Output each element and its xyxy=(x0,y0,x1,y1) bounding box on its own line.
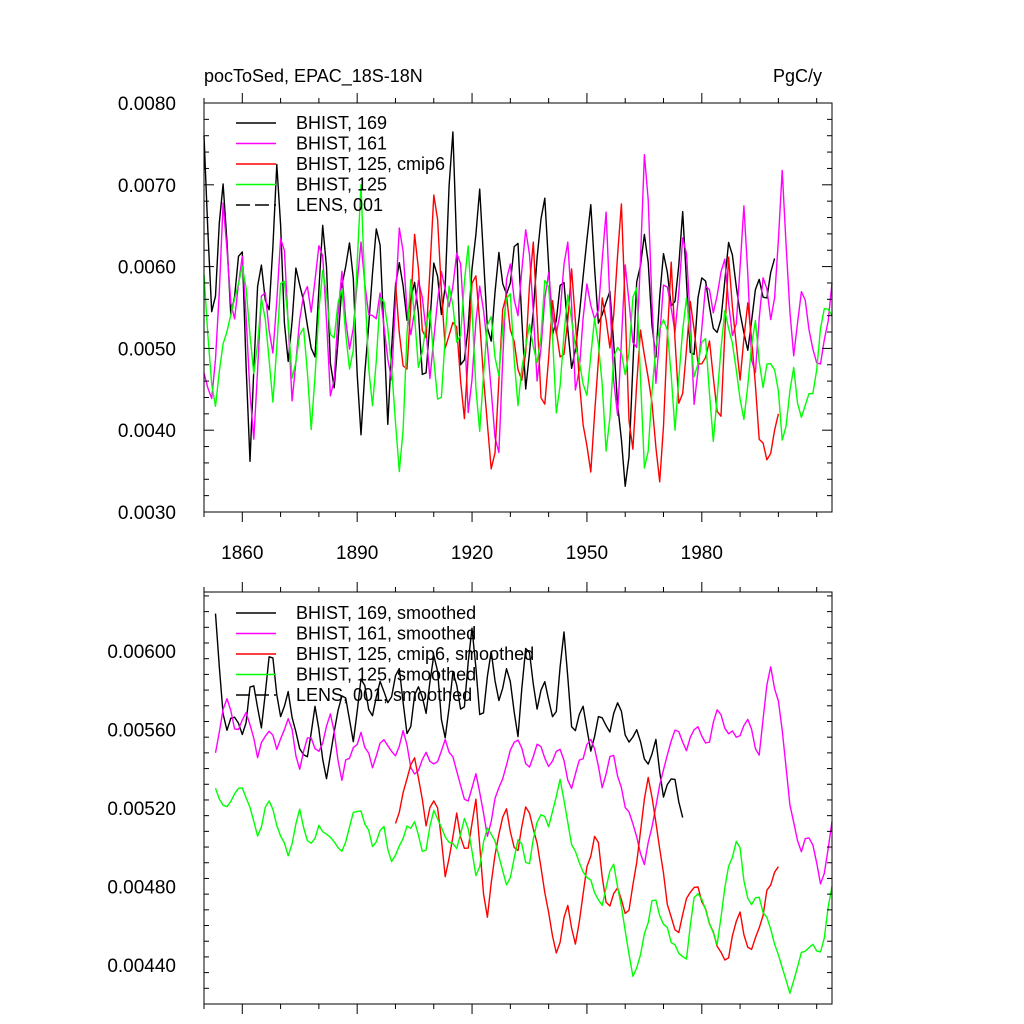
legend-label: LENS, 001 xyxy=(296,195,383,215)
top-ticks: 0.0030 0.0040 0.0050 0.0060 0.0070 0.0080 1860… xyxy=(118,93,832,564)
legend-label: LENS, 001, smoothed xyxy=(296,685,472,705)
series-line-2 xyxy=(214,666,833,885)
legend-label: BHIST, 125, cmip6 xyxy=(296,154,445,174)
series-line-3 xyxy=(394,757,779,961)
y-tick-label: 0.0060 xyxy=(118,258,176,279)
series-line-4 xyxy=(203,184,833,473)
bottom-series-layer xyxy=(214,613,833,994)
x-tick-label: 1980 xyxy=(681,543,723,564)
top-plot-frame xyxy=(203,102,833,513)
y-tick-label: 0.0070 xyxy=(118,176,176,197)
y-tick-label: 0.00600 xyxy=(107,642,176,663)
bottom-ticks: 0.00440 0.00480 0.00520 0.00560 0.00600 xyxy=(107,582,832,1014)
series-line-3 xyxy=(394,194,780,483)
top-chart-units: PgC/y xyxy=(773,66,822,86)
legend-label: BHIST, 169, smoothed xyxy=(296,603,476,623)
x-tick-label: 1860 xyxy=(221,543,263,564)
legend-label: BHIST, 125, smoothed xyxy=(296,665,476,685)
series-line-1 xyxy=(203,131,776,487)
y-tick-label: 0.00440 xyxy=(107,956,176,977)
y-tick-label: 0.0030 xyxy=(118,503,176,524)
legend-label: BHIST, 161, smoothed xyxy=(296,624,476,644)
y-tick-label: 0.00560 xyxy=(107,720,176,741)
legend-label: BHIST, 161 xyxy=(296,134,387,154)
bottom-plot-frame xyxy=(203,591,833,1005)
top-series-layer xyxy=(203,131,833,487)
legend-label: BHIST, 125, cmip6, smoothed xyxy=(296,644,534,664)
x-tick-label: 1920 xyxy=(451,543,493,564)
series-line-4 xyxy=(214,778,833,994)
series-line-1 xyxy=(214,613,684,818)
y-tick-label: 0.0050 xyxy=(118,339,176,360)
top-chart-title: pocToSed, EPAC_18S-18N xyxy=(204,66,423,87)
y-tick-label: 0.0080 xyxy=(118,94,176,115)
y-tick-label: 0.00520 xyxy=(107,799,176,820)
y-tick-label: 0.0040 xyxy=(118,421,176,442)
x-tick-label: 1890 xyxy=(336,543,378,564)
legend-label: BHIST, 169 xyxy=(296,113,387,133)
legend-label: BHIST, 125 xyxy=(296,175,387,195)
y-tick-label: 0.00480 xyxy=(107,877,176,898)
x-tick-label: 1950 xyxy=(566,543,608,564)
